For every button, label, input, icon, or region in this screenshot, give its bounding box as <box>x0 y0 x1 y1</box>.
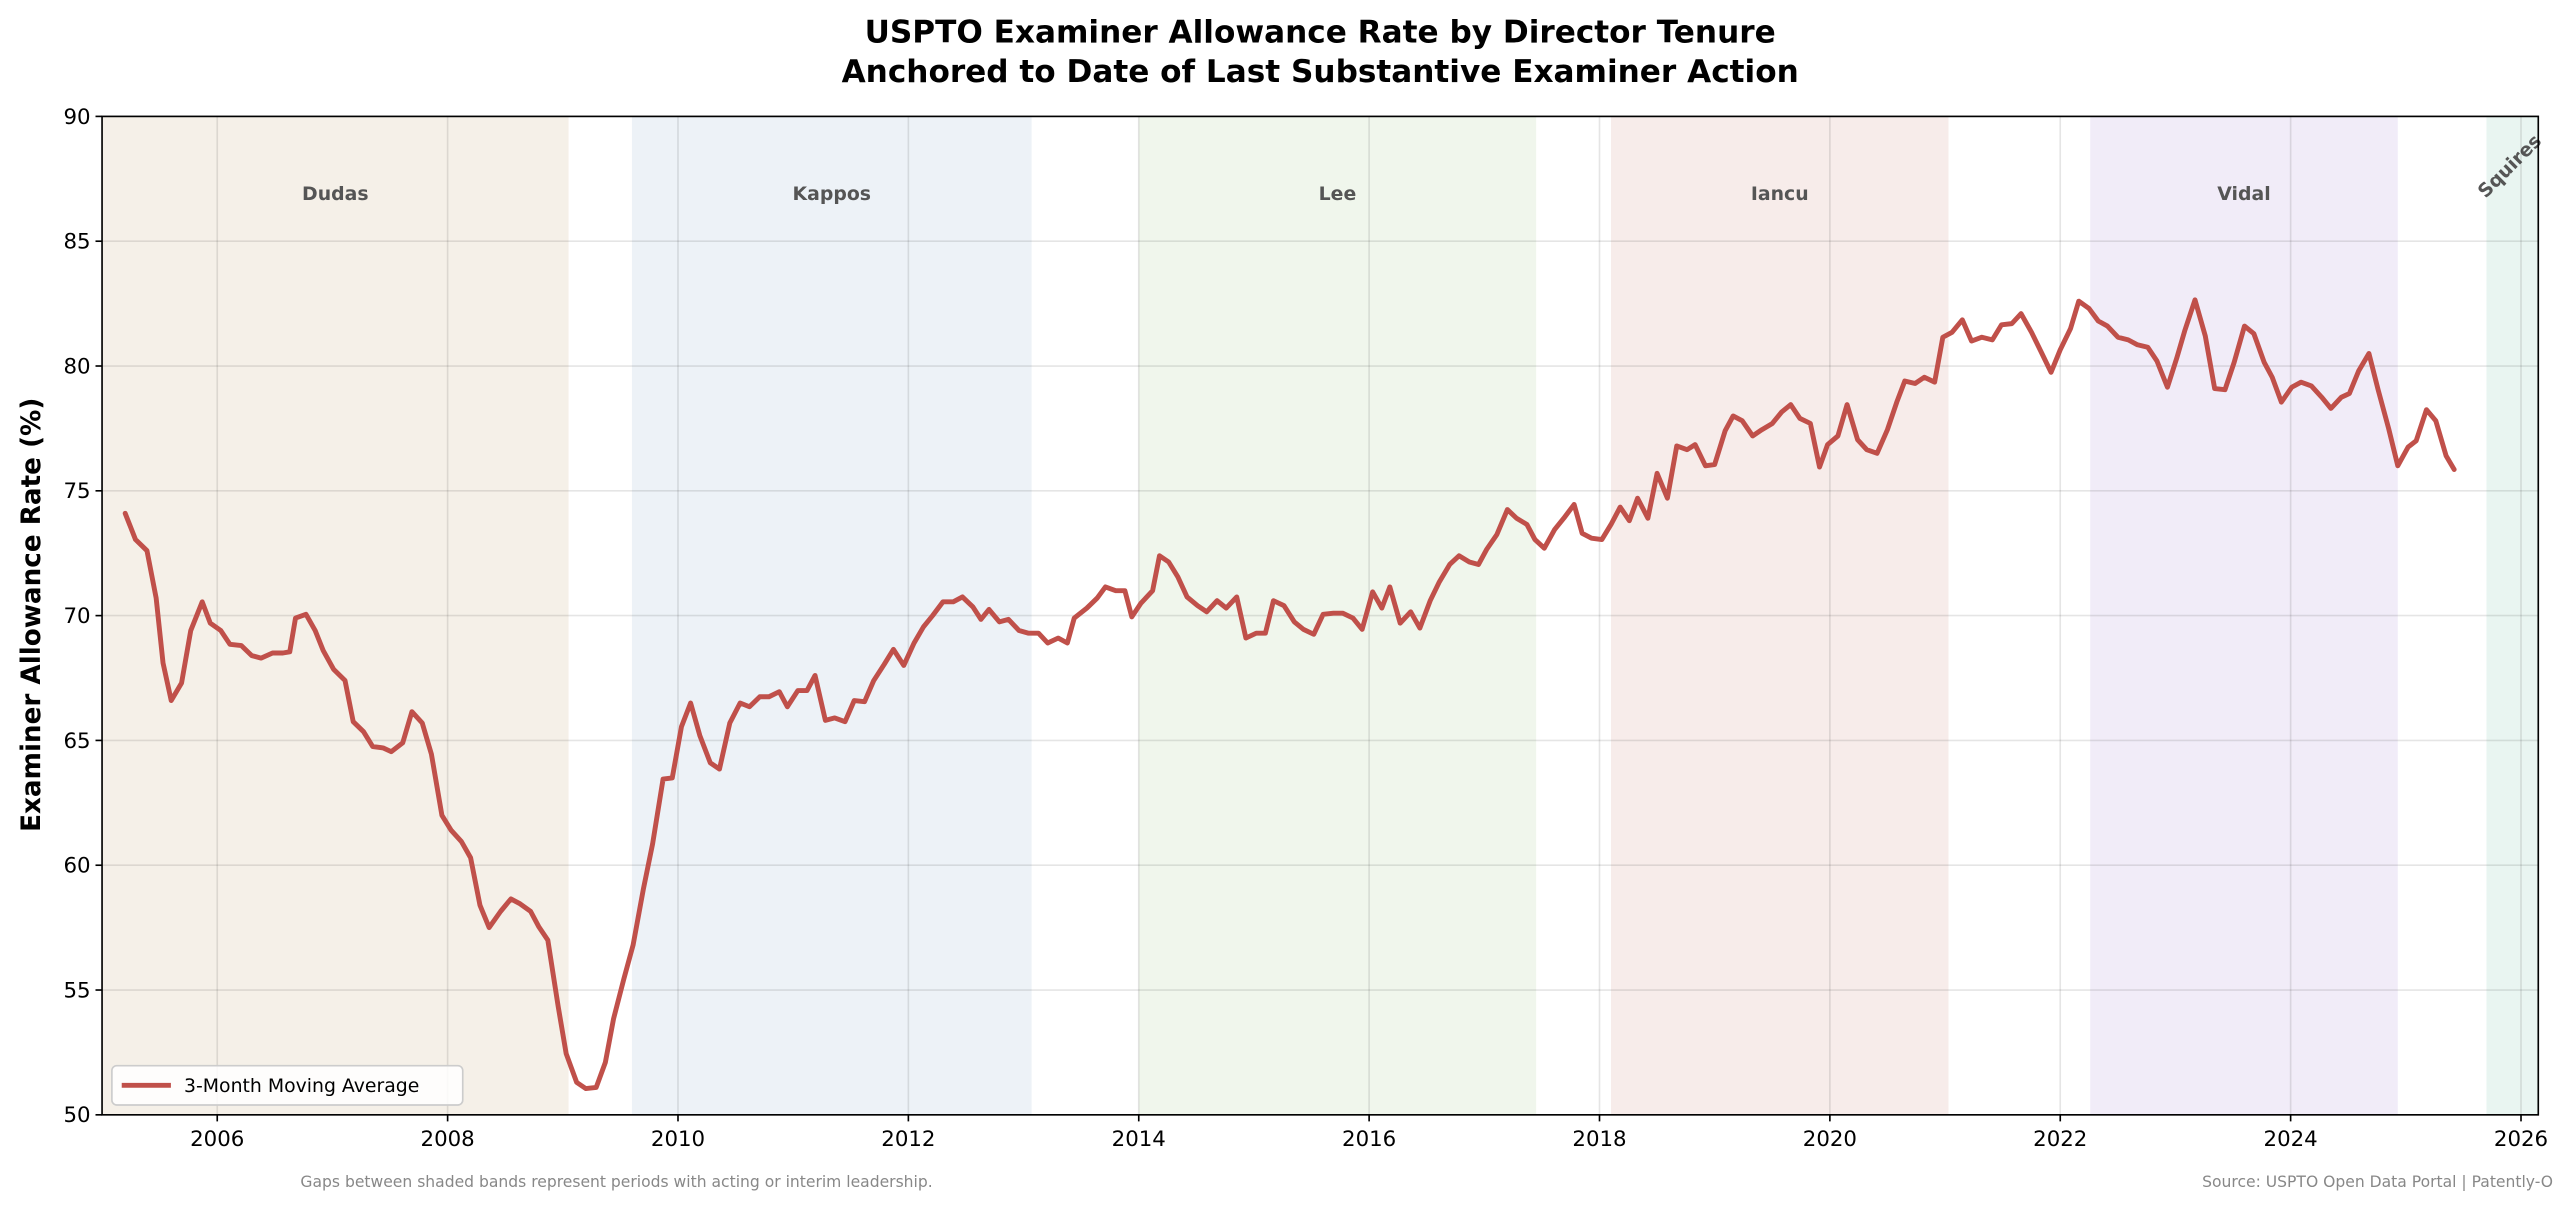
x-tick-label: 2008 <box>421 1127 475 1152</box>
y-tick-label: 80 <box>63 354 90 379</box>
legend: 3-Month Moving Average <box>112 1066 463 1105</box>
y-axis: 50 55 60 65 70 75 80 85 90 <box>63 105 102 1128</box>
y-tick-label: 70 <box>63 604 90 629</box>
x-tick-label: 2022 <box>2033 1127 2087 1152</box>
footnote: Gaps between shaded bands represent peri… <box>300 1173 932 1191</box>
chart-title: USPTO Examiner Allowance Rate by Directo… <box>865 15 1776 51</box>
chart-subtitle: Anchored to Date of Last Substantive Exa… <box>842 54 1799 90</box>
y-tick-label: 85 <box>63 230 90 255</box>
y-tick-label: 50 <box>63 1103 90 1128</box>
y-tick-label: 75 <box>63 479 90 504</box>
y-tick-label: 55 <box>63 978 90 1003</box>
y-tick-label: 90 <box>63 105 90 130</box>
x-tick-label: 2014 <box>1112 1127 1166 1152</box>
x-tick-label: 2006 <box>190 1127 244 1152</box>
x-tick-label: 2024 <box>2264 1127 2318 1152</box>
band-label-iancu: Iancu <box>1751 184 1809 205</box>
band-label-vidal: Vidal <box>2217 184 2270 205</box>
x-tick-label: 2020 <box>1803 1127 1857 1152</box>
legend-label: 3-Month Moving Average <box>184 1076 419 1097</box>
x-tick-label: 2010 <box>651 1127 705 1152</box>
y-tick-label: 60 <box>63 854 90 879</box>
band-label-kappos: Kappos <box>793 184 871 205</box>
y-tick-label: 65 <box>63 729 90 754</box>
x-tick-label: 2016 <box>1342 1127 1396 1152</box>
x-axis: 2006 2008 2010 2012 2014 2016 2018 2020 2022 2024… <box>190 1115 2548 1152</box>
band-label-lee: Lee <box>1319 184 1357 205</box>
x-tick-label: 2026 <box>2494 1127 2548 1152</box>
x-tick-label: 2018 <box>1572 1127 1626 1152</box>
x-tick-label: 2012 <box>881 1127 935 1152</box>
y-axis-label: Examiner Allowance Rate (%) <box>17 398 47 832</box>
band-label-dudas: Dudas <box>302 184 368 205</box>
source-note: Source: USPTO Open Data Portal | Patentl… <box>2202 1173 2553 1191</box>
